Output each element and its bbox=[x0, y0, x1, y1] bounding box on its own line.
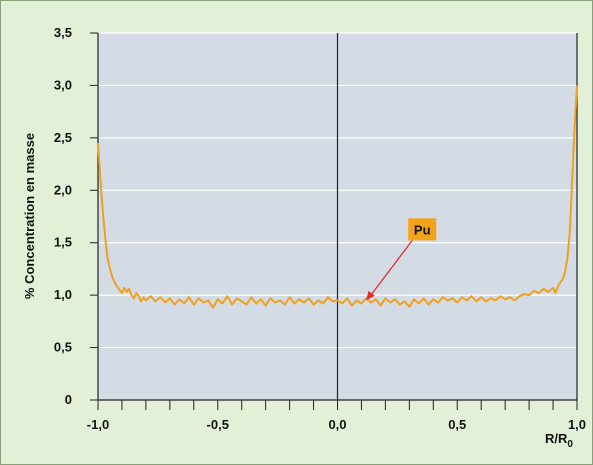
x-axis-label-main: R/R bbox=[545, 431, 568, 446]
x-tick-marks bbox=[90, 32, 578, 410]
x-tick-labels: -1,0 -0,5 0,0 0,5 1,0 bbox=[87, 417, 586, 432]
x-tick-label-0: -1,0 bbox=[87, 417, 109, 432]
y-tick-label-6: 3,0 bbox=[54, 77, 72, 92]
annotation-box bbox=[408, 218, 437, 241]
y-tick-label-1: 0,5 bbox=[54, 340, 72, 355]
y-tick-label-5: 2,5 bbox=[54, 130, 72, 145]
y-tick-label-7: 3,5 bbox=[54, 25, 72, 40]
y-tick-label-0: 0 bbox=[65, 392, 72, 407]
x-tick-label-3: 0,5 bbox=[448, 417, 466, 432]
y-tick-labels: 0 0,5 1,0 1,5 2,0 2,5 3,0 3,5 bbox=[54, 25, 72, 407]
y-tick-label-2: 1,0 bbox=[54, 287, 72, 302]
annotation-arrow bbox=[368, 239, 413, 298]
x-tick-label-1: -0,5 bbox=[207, 417, 229, 432]
series-line-pu bbox=[97, 85, 578, 309]
y-tick-label-4: 2,0 bbox=[54, 182, 72, 197]
annotation-arrow-head bbox=[366, 290, 375, 301]
y-axis-label: % Concentration en masse bbox=[22, 133, 37, 299]
x-tick-label-2: 0,0 bbox=[328, 417, 346, 432]
annotation-label: Pu bbox=[414, 222, 431, 237]
y-tick-label-3: 1,5 bbox=[54, 235, 72, 250]
x-tick-label-4: 1,0 bbox=[568, 417, 586, 432]
x-axis-label-sub: 0 bbox=[567, 439, 573, 450]
x-axis-label: R/R0 bbox=[545, 431, 573, 450]
